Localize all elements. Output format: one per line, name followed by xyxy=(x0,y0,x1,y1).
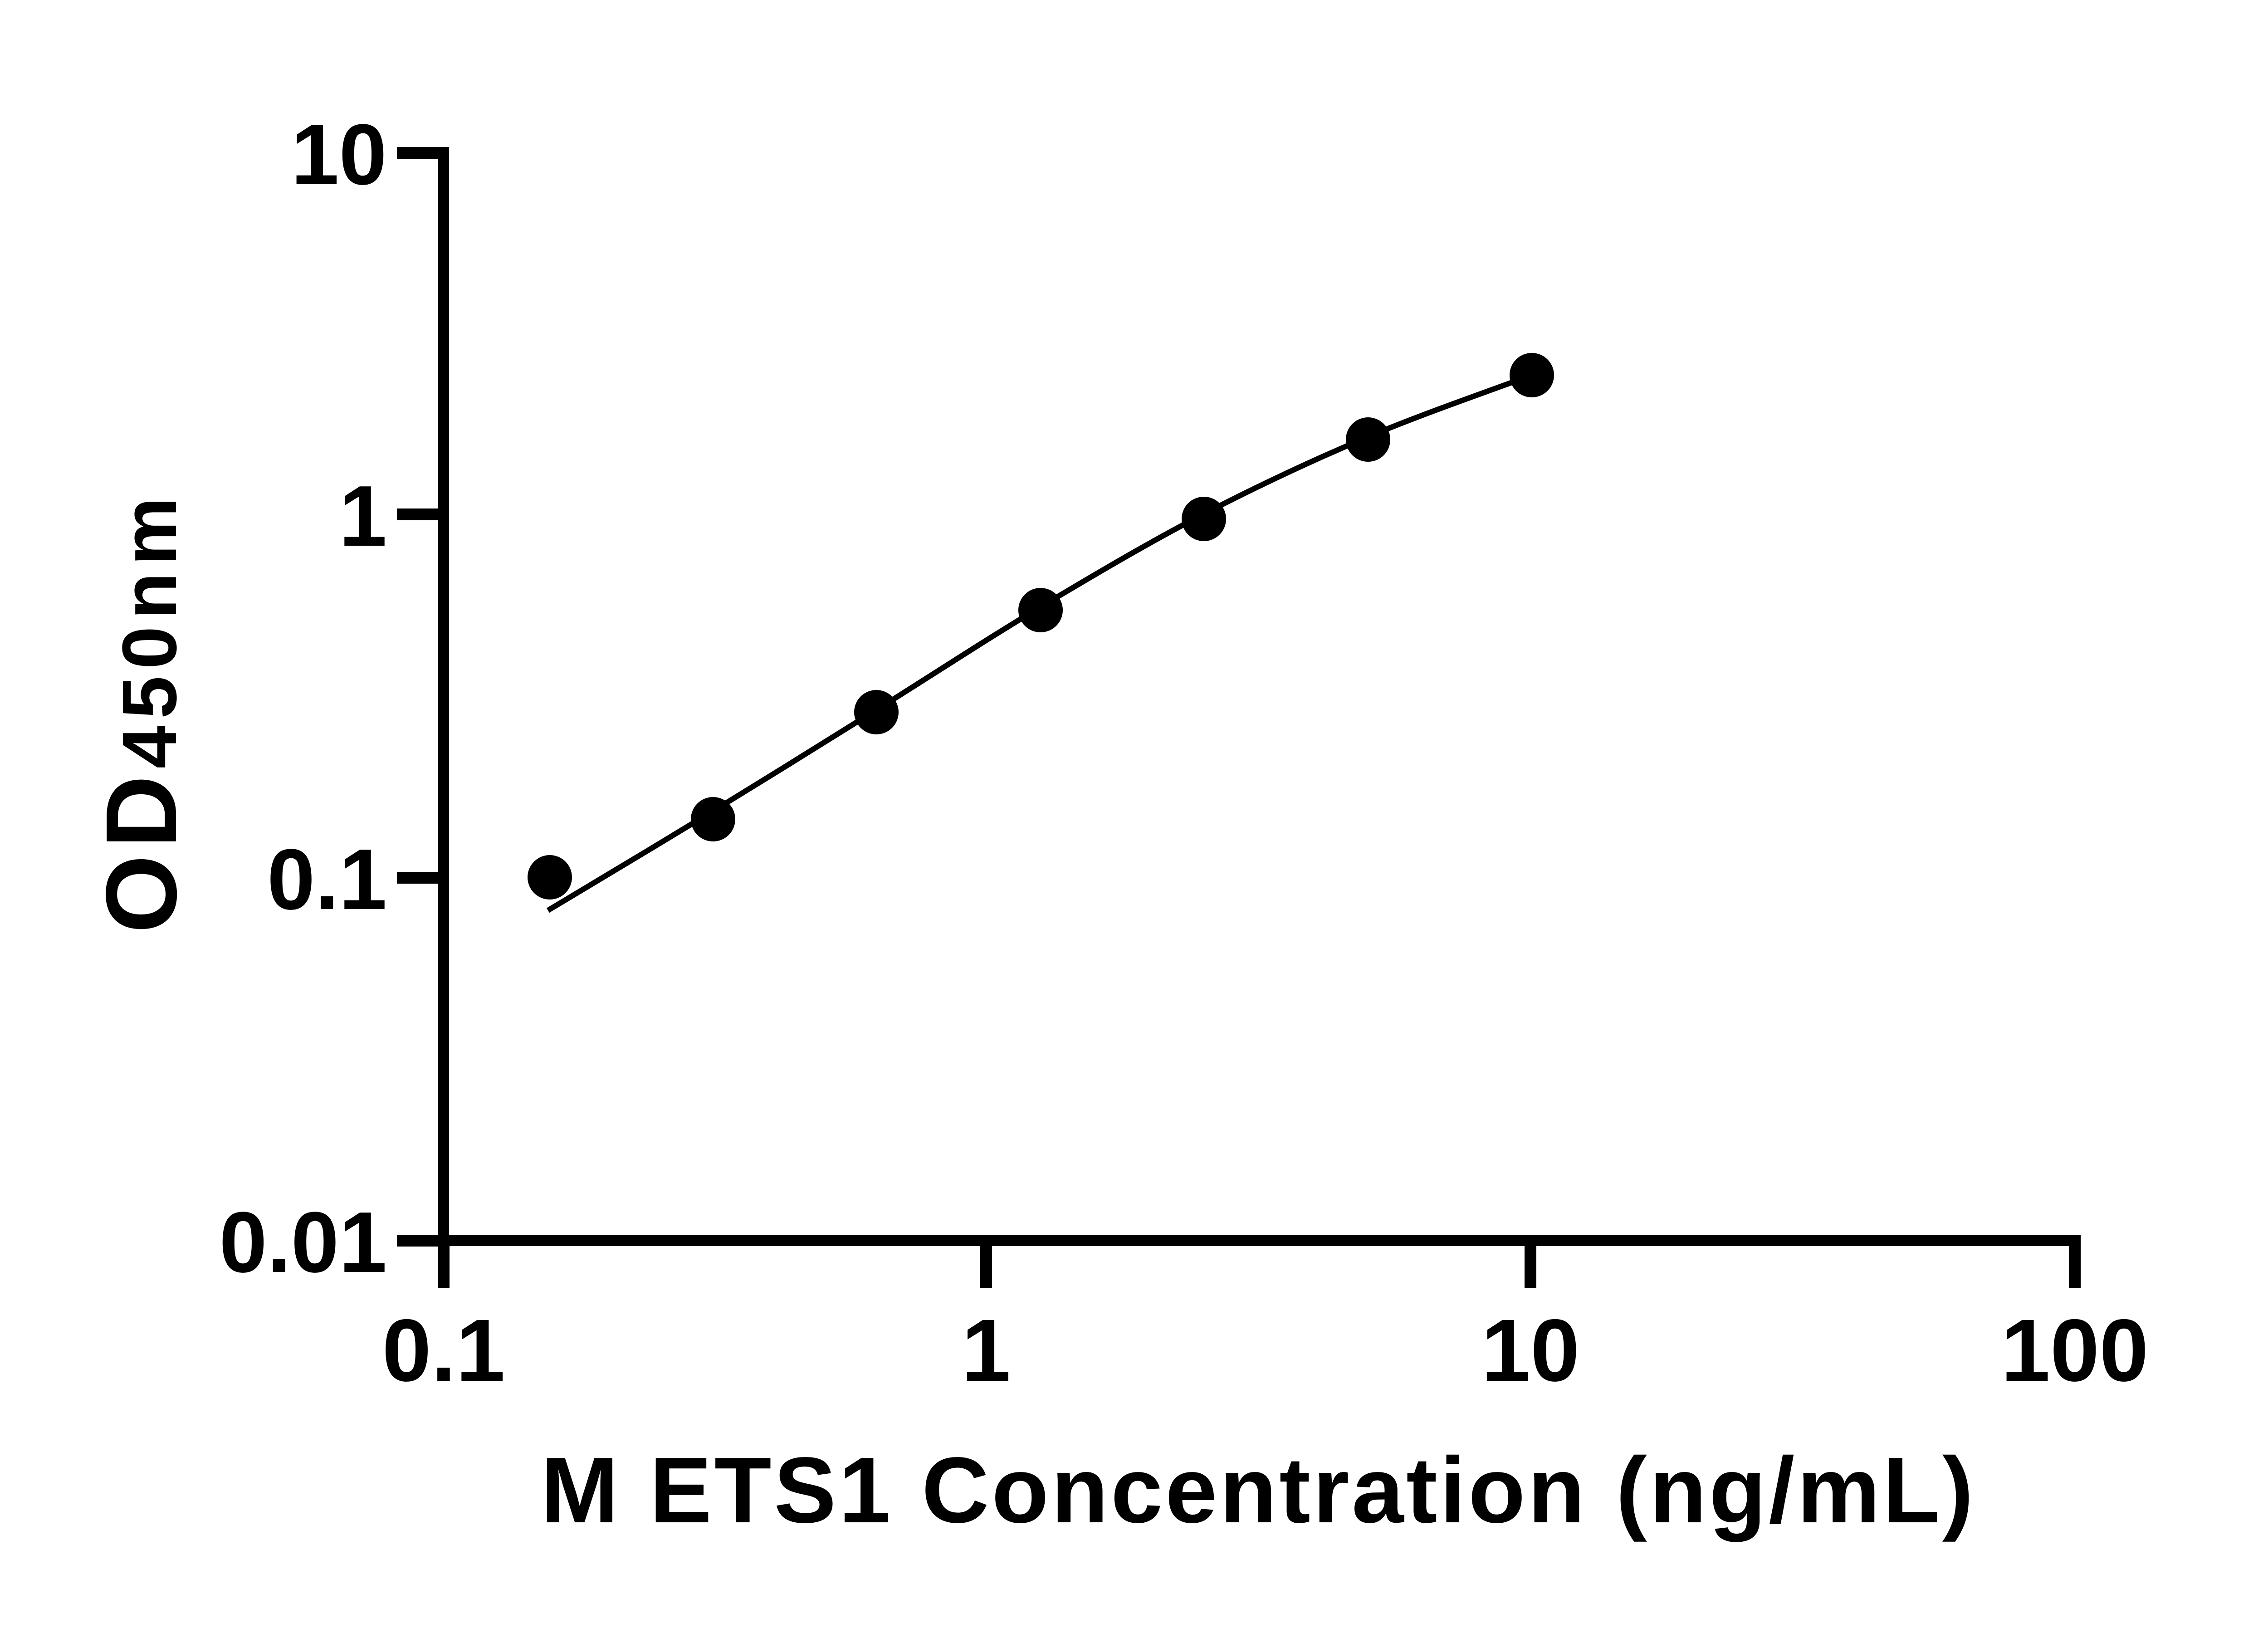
svg-text:10: 10 xyxy=(291,107,387,203)
svg-text:M ETS1 Concentration (ng/mL): M ETS1 Concentration (ng/mL) xyxy=(541,1438,1976,1542)
svg-text:1: 1 xyxy=(962,1301,1011,1400)
svg-text:1: 1 xyxy=(339,468,387,564)
svg-text:100: 100 xyxy=(2001,1301,2148,1400)
svg-text:OD450nm: OD450nm xyxy=(85,490,198,934)
svg-text:0.1: 0.1 xyxy=(267,831,387,928)
svg-text:10: 10 xyxy=(1481,1301,1580,1400)
svg-text:0.1: 0.1 xyxy=(382,1301,505,1400)
svg-text:0.01: 0.01 xyxy=(219,1194,387,1291)
